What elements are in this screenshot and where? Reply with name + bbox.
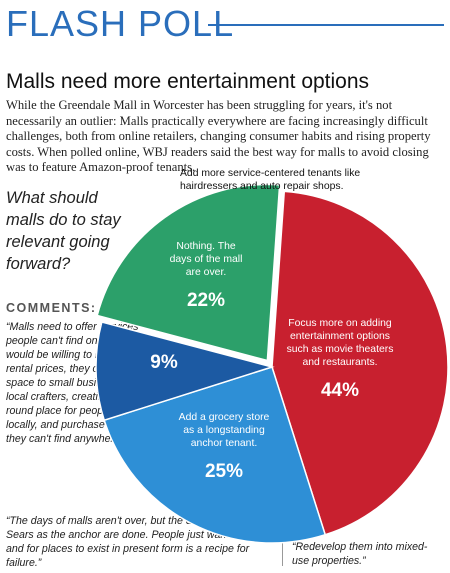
- slice-label-3: Add more service-centered tenants like ha…: [180, 168, 360, 192]
- slice-value-2: 25%: [205, 461, 243, 482]
- comment-quote-3: “Redevelop them into mixed-use propertie…: [292, 541, 428, 567]
- page-title: FLASH POLL: [6, 3, 235, 44]
- pie-slice-4: [96, 183, 281, 362]
- intro-paragraph: While the Greendale Mall in Worcester ha…: [6, 98, 431, 174]
- slice-label-2: Add a grocery store as a longstanding anch…: [179, 412, 270, 449]
- pie-slice-2: [103, 366, 327, 544]
- slice-value-4: 22%: [187, 290, 225, 311]
- title-rule: [208, 24, 444, 26]
- quote-divider: [282, 540, 283, 566]
- comments-label: COMMENTS:: [6, 301, 97, 315]
- slice-value-3: 9%: [150, 352, 178, 373]
- headline: Malls need more entertainment options: [6, 70, 370, 93]
- poll-question: What should malls do to stay relevant go…: [6, 189, 121, 273]
- slice-label-4: Nothing. The days of the mall are over.: [170, 241, 243, 278]
- pie-slice-1: [271, 190, 449, 536]
- slice-value-1: 44%: [321, 380, 359, 401]
- slice-label-1: Focus more on adding entertainment option…: [287, 318, 394, 368]
- pie-slice-3: [95, 321, 275, 422]
